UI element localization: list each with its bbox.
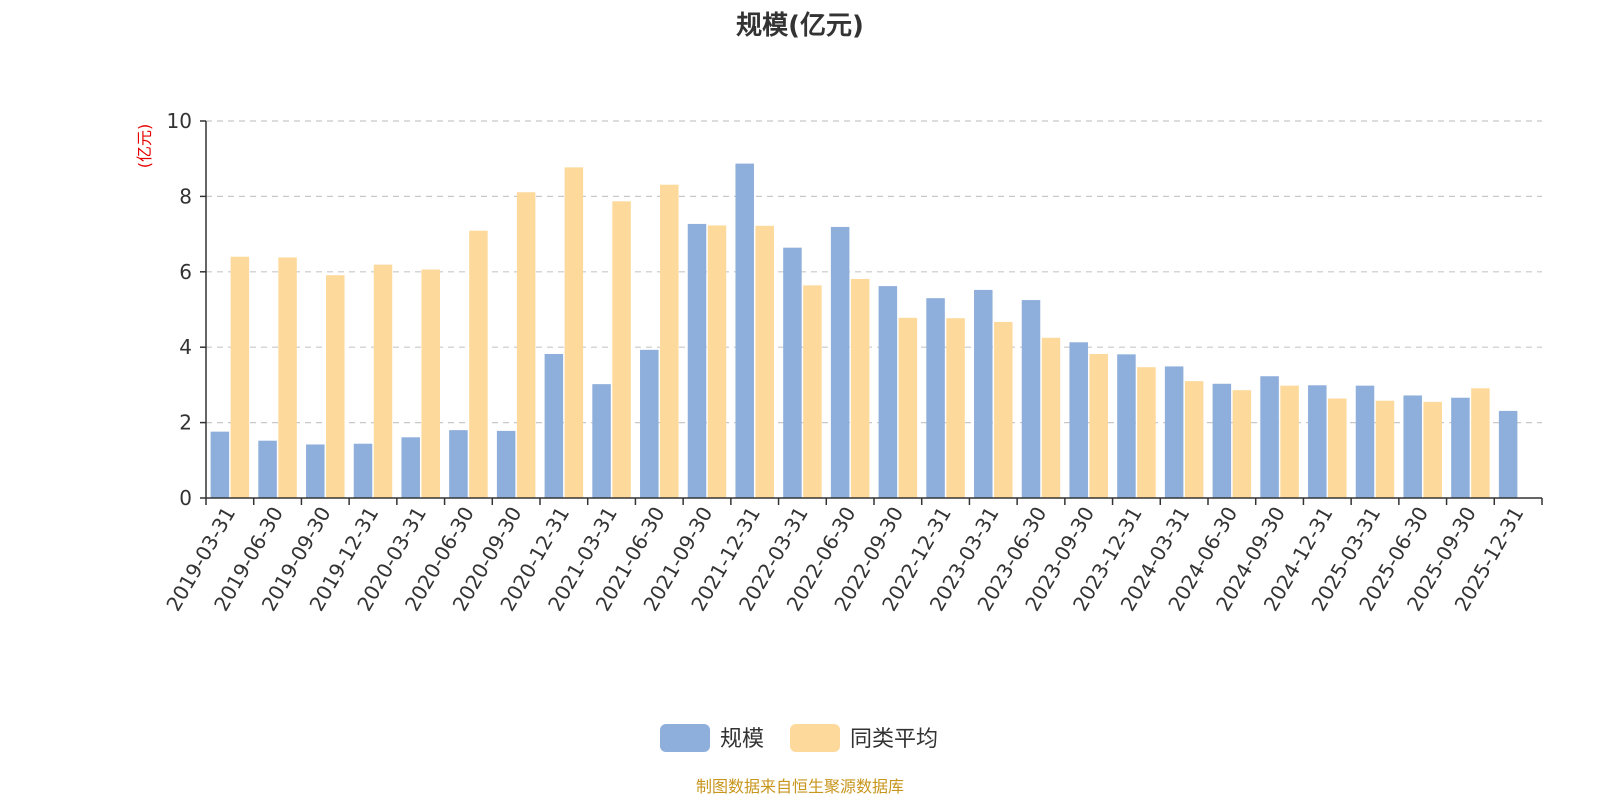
bar-peer-average-2019-03-31[interactable] <box>230 256 250 498</box>
chart-title: 规模(亿元) <box>736 11 864 41</box>
bar-scale-2019-03-31[interactable] <box>210 431 230 498</box>
bar-scale-2019-06-30[interactable] <box>258 440 277 498</box>
bar-peer-average-2025-03-31[interactable] <box>1375 400 1395 498</box>
bar-peer-average-2020-03-31[interactable] <box>421 269 440 498</box>
y-tick-label-0: 0 <box>179 486 192 510</box>
bar-scale-2023-12-31[interactable] <box>1117 354 1136 498</box>
bar-scale-2020-06-30[interactable] <box>449 430 468 498</box>
bar-peer-average-2024-06-30[interactable] <box>1232 390 1252 498</box>
legend-label-peer-average[interactable]: 同类平均 <box>850 727 938 752</box>
bar-scale-2022-03-31[interactable] <box>783 247 802 498</box>
y-tick-label-10: 10 <box>167 109 192 133</box>
bar-scale-2021-06-30[interactable] <box>640 349 659 498</box>
bar-scale-2019-12-31[interactable] <box>353 443 373 498</box>
x-axis-ticks: 2019-03-312019-06-302019-09-302019-12-31… <box>161 498 1543 615</box>
bar-peer-average-2021-03-31[interactable] <box>612 201 631 499</box>
bar-scale-2024-12-31[interactable] <box>1308 385 1327 498</box>
source-note: 制图数据来自恒生聚源数据库 <box>696 777 904 796</box>
bar-peer-average-2019-12-31[interactable] <box>373 264 393 498</box>
bar-scale-2025-09-30[interactable] <box>1451 397 1470 498</box>
bar-peer-average-2023-03-31[interactable] <box>994 321 1013 498</box>
bar-scale-2024-03-31[interactable] <box>1164 366 1184 498</box>
bar-peer-average-2023-06-30[interactable] <box>1041 337 1061 498</box>
bar-peer-average-2021-09-30[interactable] <box>707 225 727 498</box>
bar-scale-2019-09-30[interactable] <box>306 444 325 498</box>
bar-peer-average-2022-09-30[interactable] <box>898 317 918 498</box>
bar-peer-average-2020-09-30[interactable] <box>516 192 536 498</box>
bar-scale-2021-12-31[interactable] <box>735 163 754 498</box>
bar-scale-2022-06-30[interactable] <box>830 226 850 498</box>
bar-scale-2023-03-31[interactable] <box>974 289 993 498</box>
bar-peer-average-2024-09-30[interactable] <box>1280 385 1299 498</box>
bar-peer-average-2021-12-31[interactable] <box>755 225 774 498</box>
gridlines <box>206 120 1542 424</box>
legend-swatch-scale[interactable] <box>660 724 710 752</box>
bar-scale-2025-03-31[interactable] <box>1355 385 1375 498</box>
bar-scale-2020-12-31[interactable] <box>544 353 564 498</box>
y-tick-label-6: 6 <box>179 260 192 284</box>
bar-scale-2022-09-30[interactable] <box>878 286 898 498</box>
bar-scale-2025-06-30[interactable] <box>1403 395 1422 498</box>
bar-peer-average-2021-06-30[interactable] <box>660 184 679 498</box>
bars <box>210 163 1518 499</box>
bar-peer-average-2019-06-30[interactable] <box>278 257 297 498</box>
bar-scale-2020-03-31[interactable] <box>401 437 420 498</box>
bar-scale-2024-09-30[interactable] <box>1260 376 1279 498</box>
y-axis-ticks: 0 2 4 6 8 10 <box>167 109 206 510</box>
bar-peer-average-2023-12-31[interactable] <box>1137 367 1156 498</box>
bar-peer-average-2025-09-30[interactable] <box>1471 388 1490 498</box>
bar-peer-average-2024-03-31[interactable] <box>1184 381 1204 498</box>
bar-scale-2021-09-30[interactable] <box>687 223 707 499</box>
bar-peer-average-2023-09-30[interactable] <box>1089 353 1108 498</box>
legend-swatch-peer-average[interactable] <box>790 724 840 752</box>
bar-scale-2025-12-31[interactable] <box>1498 410 1518 498</box>
bar-peer-average-2019-09-30[interactable] <box>326 275 345 498</box>
bar-scale-2023-06-30[interactable] <box>1021 300 1041 498</box>
bar-peer-average-2022-12-31[interactable] <box>946 318 965 498</box>
bar-peer-average-2022-06-30[interactable] <box>850 278 870 498</box>
bar-peer-average-2020-06-30[interactable] <box>469 230 488 498</box>
bar-peer-average-2022-03-31[interactable] <box>803 285 822 498</box>
legend-label-scale[interactable]: 规模 <box>720 727 764 752</box>
legend[interactable]: 规模 同类平均 <box>660 724 938 752</box>
bar-peer-average-2020-12-31[interactable] <box>564 167 584 498</box>
y-axis-unit-label: (亿元) <box>135 124 154 169</box>
bar-peer-average-2025-06-30[interactable] <box>1423 401 1442 498</box>
bar-scale-2020-09-30[interactable] <box>496 430 516 498</box>
y-tick-label-8: 8 <box>179 184 192 208</box>
bar-scale-2023-09-30[interactable] <box>1069 342 1088 498</box>
bar-peer-average-2024-12-31[interactable] <box>1328 398 1347 498</box>
bar-scale-2024-06-30[interactable] <box>1212 383 1232 498</box>
bar-scale-2022-12-31[interactable] <box>926 298 945 498</box>
y-tick-label-2: 2 <box>179 411 192 435</box>
y-tick-label-4: 4 <box>179 335 192 359</box>
bar-scale-2021-03-31[interactable] <box>592 384 611 498</box>
